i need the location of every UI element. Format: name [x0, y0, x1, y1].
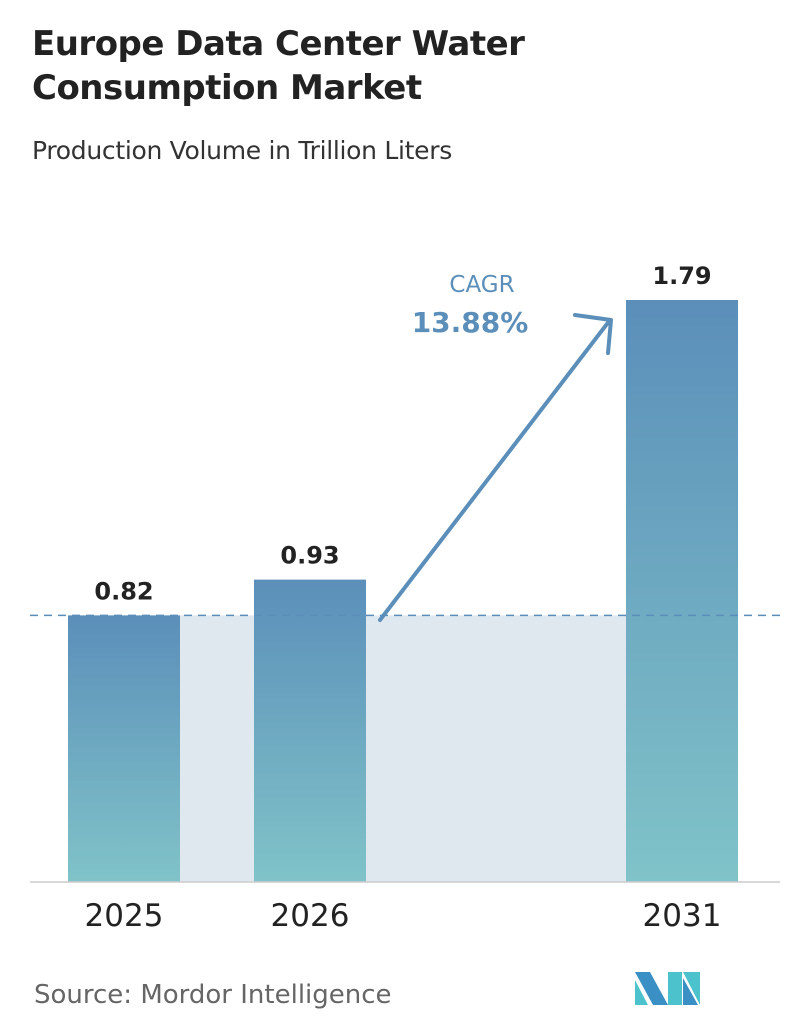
- logo-icon-part: [683, 978, 698, 1005]
- data-label-2031: 1.79: [652, 262, 711, 290]
- source-note: Source: Mordor Intelligence: [34, 980, 392, 1010]
- cagr-value: 13.88%: [412, 306, 529, 339]
- logo-icon-part: [683, 972, 700, 1005]
- logo-icon: [635, 972, 668, 1005]
- data-label-2025: 0.82: [94, 577, 153, 605]
- chart-title: Europe Data Center Water Consumption Mark…: [32, 24, 525, 108]
- data-label-2026: 0.93: [280, 542, 339, 570]
- bar-2025: [68, 615, 180, 882]
- x-tick-label-2026: 2026: [271, 898, 350, 934]
- logo-icon-part: [635, 980, 648, 1005]
- chart-subtitle: Production Volume in Trillion Liters: [32, 136, 452, 165]
- cagr-label: CAGR: [449, 272, 514, 298]
- logo-icon-part: [668, 972, 682, 1005]
- cagr-arrowhead-icon: [573, 313, 613, 355]
- baseline-shade: [180, 615, 626, 882]
- bar-2026: [254, 579, 366, 882]
- x-tick-label-2025: 2025: [85, 898, 164, 934]
- x-tick-label-2031: 2031: [643, 898, 722, 934]
- bar-2031: [626, 300, 738, 882]
- cagr-arrow: [378, 318, 612, 622]
